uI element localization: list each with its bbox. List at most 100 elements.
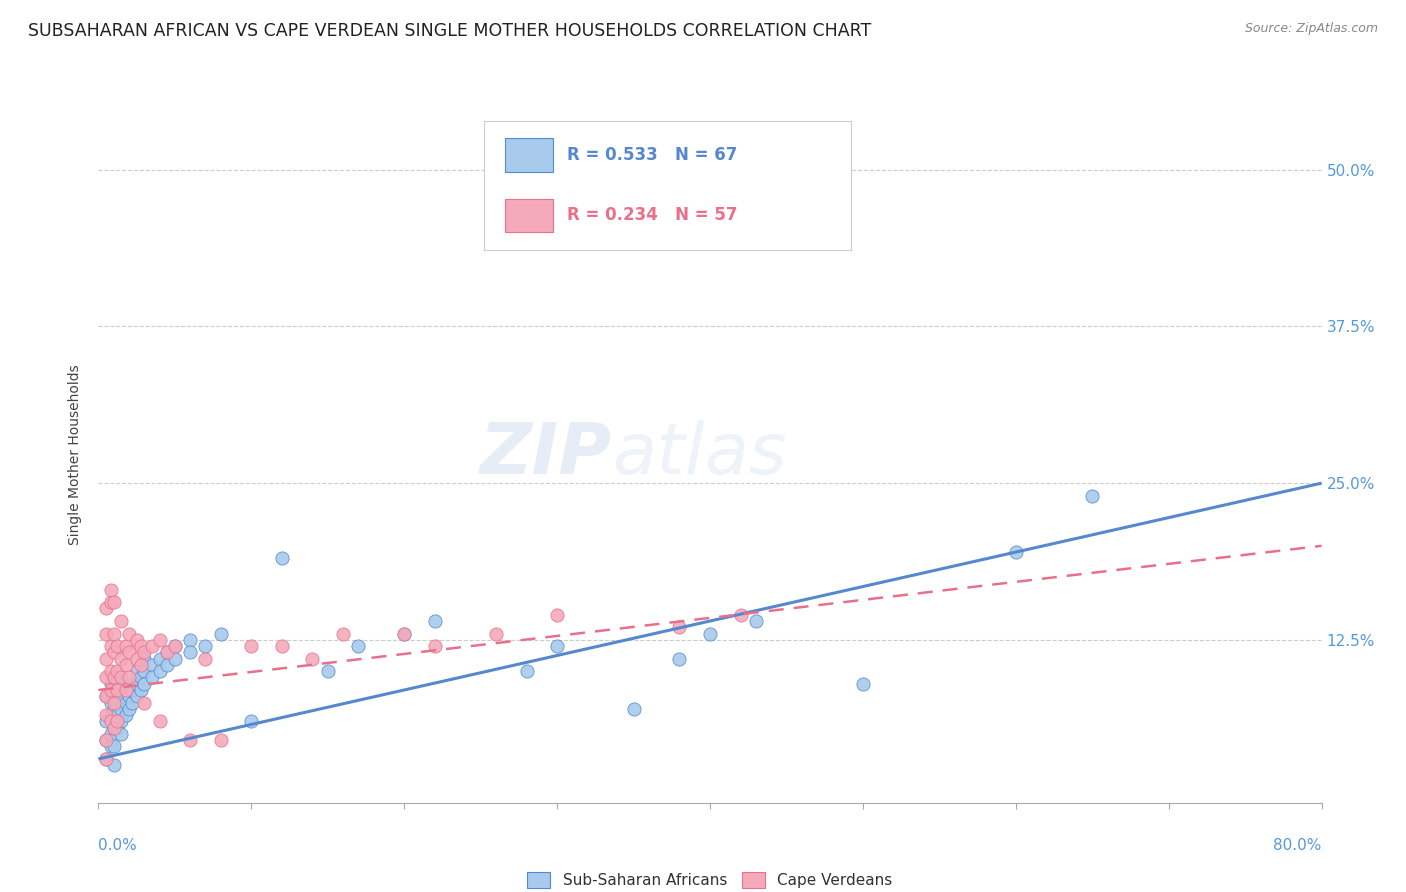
Point (141, 670, 163, 684)
Point (129, 657, 152, 672)
Point (149, 651, 172, 665)
Point (423, 639, 446, 653)
Point (179, 645, 201, 659)
Point (103, 758, 125, 772)
Point (110, 651, 132, 665)
Point (103, 721, 125, 735)
Point (141, 657, 163, 672)
FancyBboxPatch shape (505, 138, 554, 172)
Point (156, 657, 179, 672)
Point (100, 727, 122, 741)
Point (103, 670, 125, 684)
Text: atlas: atlas (612, 420, 787, 490)
Point (94, 690, 117, 704)
Point (194, 651, 217, 665)
Point (105, 664, 128, 678)
Point (121, 683, 143, 698)
Point (141, 639, 163, 653)
Text: Source: ZipAtlas.com: Source: ZipAtlas.com (1244, 22, 1378, 36)
Point (94, 752, 117, 766)
Point (149, 714, 172, 729)
Point (546, 607, 568, 622)
Point (134, 664, 156, 678)
Point (134, 651, 156, 665)
Point (125, 651, 148, 665)
Point (103, 595, 125, 609)
Point (110, 714, 132, 729)
Point (668, 620, 690, 634)
Point (110, 614, 132, 628)
Point (149, 664, 172, 678)
Point (100, 683, 122, 698)
Point (105, 696, 128, 710)
Point (156, 645, 179, 659)
Point (179, 733, 201, 747)
Point (1081, 489, 1104, 503)
Point (103, 626, 125, 640)
Point (125, 690, 148, 704)
Point (179, 632, 201, 647)
Point (94, 626, 117, 640)
Point (699, 626, 721, 640)
Point (115, 696, 138, 710)
Point (103, 670, 125, 684)
Point (100, 595, 122, 609)
Point (115, 683, 138, 698)
Point (194, 639, 217, 653)
Point (121, 696, 143, 710)
Point (163, 639, 186, 653)
Point (94, 601, 117, 615)
FancyBboxPatch shape (484, 121, 851, 250)
Point (125, 676, 148, 690)
Point (134, 696, 156, 710)
Point (668, 651, 690, 665)
Point (100, 639, 122, 653)
Point (118, 690, 141, 704)
Point (852, 676, 875, 690)
Point (1004, 545, 1026, 559)
Point (100, 664, 122, 678)
Point (156, 645, 179, 659)
Point (100, 696, 122, 710)
Point (105, 708, 128, 723)
Point (110, 670, 132, 684)
Point (118, 676, 141, 690)
Point (240, 639, 263, 653)
Text: ZIP: ZIP (479, 420, 612, 490)
Point (118, 670, 141, 684)
Point (103, 721, 125, 735)
Point (134, 645, 156, 659)
Point (240, 714, 263, 729)
Legend: Sub-Saharan Africans, Cape Verdeans: Sub-Saharan Africans, Cape Verdeans (522, 866, 898, 892)
Point (546, 639, 568, 653)
Point (110, 727, 132, 741)
Point (115, 708, 138, 723)
Point (134, 676, 156, 690)
Point (100, 582, 122, 597)
Point (485, 626, 508, 640)
Point (105, 683, 128, 698)
Point (623, 702, 645, 716)
Point (94, 690, 117, 704)
Point (118, 702, 141, 716)
Point (94, 670, 117, 684)
Point (100, 739, 122, 754)
Point (392, 626, 416, 640)
Text: 0.0%: 0.0% (98, 838, 138, 853)
Point (115, 639, 138, 653)
Point (115, 683, 138, 698)
Point (110, 702, 132, 716)
Point (118, 645, 141, 659)
Point (347, 639, 370, 653)
Point (129, 683, 152, 698)
Point (103, 696, 125, 710)
Point (129, 639, 152, 653)
Y-axis label: Single Mother Households: Single Mother Households (69, 365, 83, 545)
Point (103, 645, 125, 659)
FancyBboxPatch shape (505, 199, 554, 232)
Point (125, 664, 148, 678)
Point (423, 614, 446, 628)
Point (301, 651, 323, 665)
Point (94, 733, 117, 747)
Point (332, 626, 354, 640)
